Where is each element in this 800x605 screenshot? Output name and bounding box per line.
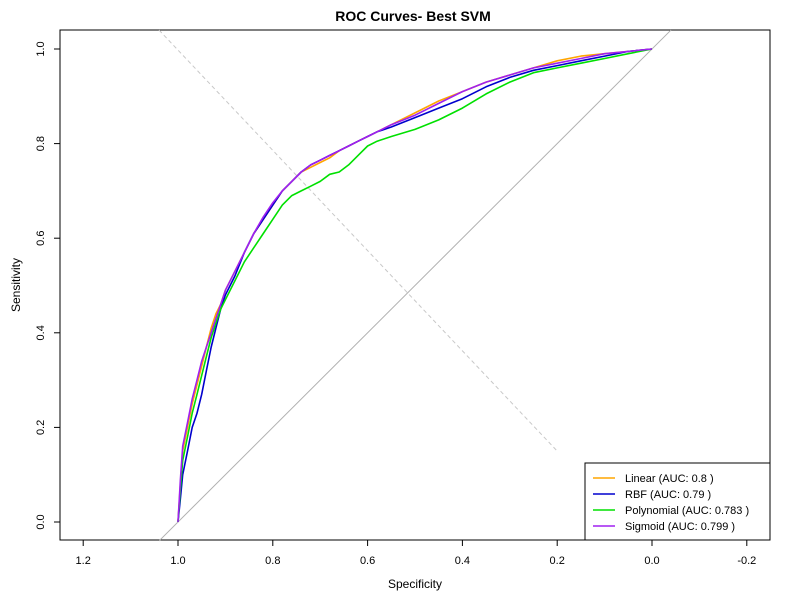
y-tick-label: 0.0 (35, 514, 47, 529)
x-tick-label: 1.0 (170, 555, 185, 567)
legend-label: Sigmoid (AUC: 0.799 ) (625, 521, 735, 533)
roc-curve-3 (177, 48, 653, 523)
y-axis: 0.0 0.2 0.4 0.6 0.8 1.0 (35, 41, 61, 530)
legend-label: Polynomial (AUC: 0.783 ) (625, 505, 749, 517)
plot-content (158, 29, 672, 542)
x-tick-label: 0.8 (265, 555, 280, 567)
y-tick-label: 0.6 (35, 231, 47, 246)
legend-label: Linear (AUC: 0.8 ) (625, 473, 714, 485)
y-tick-label: 1.0 (35, 41, 47, 56)
dashed-guide-line (158, 29, 558, 452)
x-tick-label: 0.0 (644, 555, 659, 567)
x-axis: 1.2 1.0 0.8 0.6 0.4 0.2 0.0 -0.2 (76, 539, 756, 567)
y-tick-label: 0.8 (35, 136, 47, 151)
y-tick-label: 0.2 (35, 420, 47, 435)
x-axis-label: Specificity (388, 577, 442, 591)
x-tick-label: 0.4 (455, 555, 470, 567)
roc-curve-4 (177, 48, 653, 523)
x-tick-label: 0.2 (550, 555, 565, 567)
y-tick-label: 0.4 (35, 325, 47, 340)
legend: Linear (AUC: 0.8 ) RBF (AUC: 0.79 ) Polyno… (584, 462, 771, 541)
legend-label: RBF (AUC: 0.79 ) (625, 489, 711, 501)
x-tick-label: -0.2 (737, 555, 756, 567)
y-axis-label: Sensitivity (9, 258, 23, 312)
x-tick-label: 0.6 (360, 555, 375, 567)
diagonal-reference-line (158, 29, 672, 542)
chart-title: ROC Curves- Best SVM (335, 8, 491, 24)
legend-items: Linear (AUC: 0.8 ) RBF (AUC: 0.79 ) Polyno… (593, 473, 749, 533)
legend-box (584, 462, 771, 541)
x-tick-label: 1.2 (76, 555, 91, 567)
